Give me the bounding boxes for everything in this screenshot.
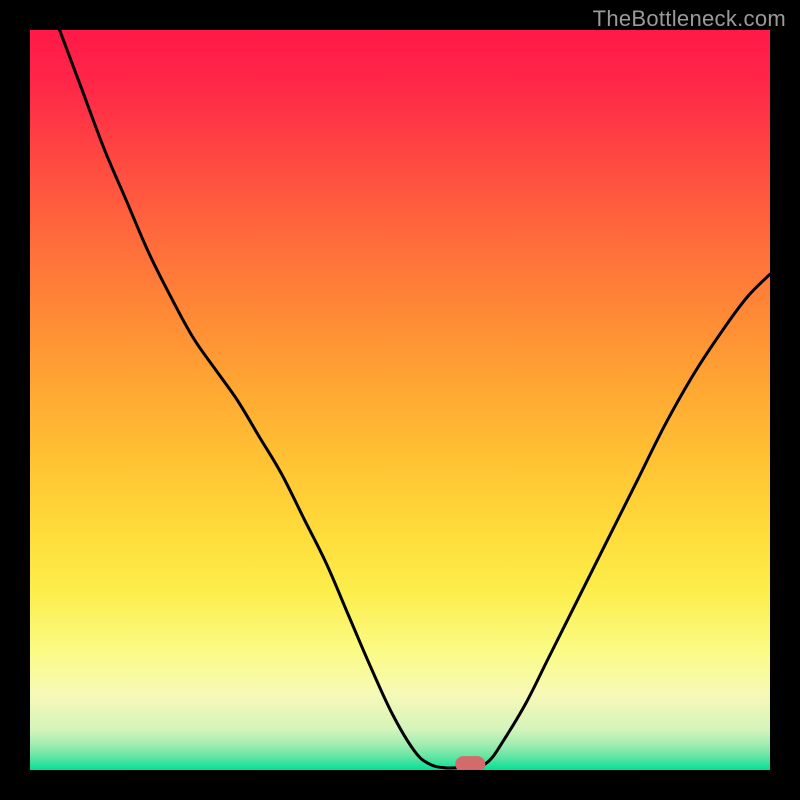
gradient-background	[30, 30, 770, 770]
chart-svg	[30, 30, 770, 770]
chart-container: TheBottleneck.com	[0, 0, 800, 800]
watermark-text: TheBottleneck.com	[593, 6, 786, 32]
min-marker	[455, 756, 485, 770]
plot-area	[30, 30, 770, 770]
